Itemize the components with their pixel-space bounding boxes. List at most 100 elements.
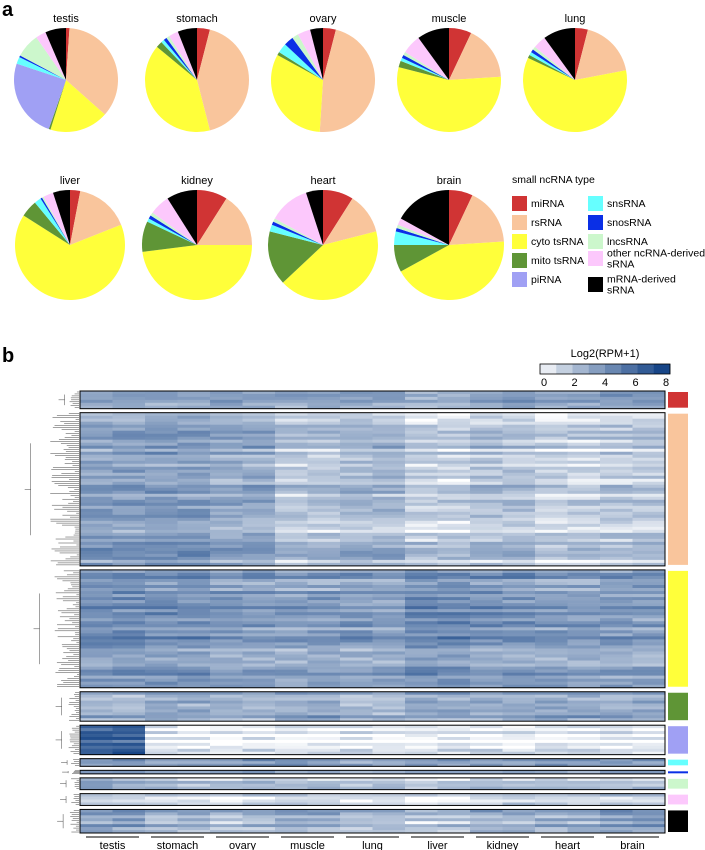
heatmap-cell [502,770,536,775]
heatmap-cell [210,415,243,419]
heatmap-cell [600,663,633,667]
heatmap-cell [567,783,601,787]
heatmap-cell [242,575,276,580]
heatmap-cell [340,532,373,537]
heatmap-cell [275,532,308,537]
heatmap-cell [632,600,666,604]
heatmap-cell [567,739,601,744]
heatmap-cell [405,427,438,431]
heatmap-cell [405,600,438,604]
heatmap-cell [632,830,666,834]
heatmap-cell [340,639,373,643]
pie-slice-other-ncRNA-derived-sRNA [36,32,66,80]
heatmap-cell [437,454,471,459]
heatmap-cell [567,535,601,540]
heatmap-cell [145,818,178,822]
heatmap-cell [535,508,568,513]
heatmap-cell [567,691,601,695]
heatmap-cell [112,770,146,775]
heatmap-cell [535,639,568,643]
heatmap-cell [372,559,406,564]
heatmap-cell [80,597,113,601]
heatmap-cell [437,550,471,555]
heatmap-cell [502,478,536,483]
heatmap-cell [80,624,113,628]
heatmap-cell [112,499,146,504]
heatmap-cell [145,684,178,689]
heatmap-cell [112,709,146,713]
heatmap-cell [80,678,113,682]
heatmap-cell [275,715,308,719]
heatmap-cell [405,487,438,492]
heatmap-cell [470,663,503,667]
heatmap-cell [600,648,633,652]
pie-slice-cyto-tsRNA [400,241,504,301]
heatmap-cell [177,526,211,531]
heatmap-cell [470,460,503,465]
heatmap-cell [80,469,113,474]
heatmap-cell [405,770,438,775]
heatmap-cell [567,818,601,822]
heatmap-cell [535,618,568,622]
heatmap-cell [470,606,503,610]
heatmap-cell [145,824,178,828]
heatmap-cell [242,786,276,790]
heatmap-cell [600,439,633,444]
heatmap-cell [275,770,308,775]
heatmap-cell [307,648,341,652]
heatmap-cell [600,451,633,456]
heatmap-cell [535,615,568,619]
legend-item: cyto tsRNA [512,234,584,249]
heatmap-cell [177,529,211,534]
legend-label: mito tsRNA [531,255,584,267]
legend-label: lncsRNA [607,236,648,248]
heatmap-cell [177,739,211,744]
heatmap-cell [145,487,178,492]
heatmap-cell [112,786,146,790]
heatmap-cell [535,532,568,537]
heatmap-cell [145,783,178,787]
heatmap-cell [535,541,568,546]
heatmap-cell [307,651,341,655]
heatmap-cell [177,433,211,438]
heatmap-cell [210,575,243,580]
heatmap-cell [437,436,471,441]
heatmap-cell [307,763,341,767]
column-label: muscle [290,840,325,850]
heatmap-cell [470,681,503,686]
heatmap-cell [80,706,113,710]
heatmap-cell [535,821,568,825]
heatmap-cell [600,511,633,516]
heatmap-cell [372,739,406,744]
heatmap-cell [437,678,471,682]
heatmap-cell [632,591,666,595]
heatmap-cell [437,541,471,546]
heatmap-cell [437,457,471,462]
heatmap-cell [632,493,666,498]
heatmap-cell [177,451,211,456]
pie-slice-mRNA-derived-sRNA [177,28,197,80]
heatmap-cell [80,523,113,528]
heatmap-cell [340,472,373,477]
heatmap-cell [437,684,471,689]
heatmap-cell [470,472,503,477]
heatmap-cell [340,508,373,513]
heatmap-cell [502,725,536,729]
heatmap-cell [145,761,178,765]
heatmap-cell [80,514,113,519]
heatmap-cell [372,700,406,704]
heatmap-cell [145,642,178,646]
heatmap-cell [80,815,113,819]
heatmap-cell [405,529,438,534]
heatmap-cell [80,734,113,738]
heatmap-cell [632,433,666,438]
row-annotation-bar [668,413,688,565]
heatmap-cell [535,706,568,710]
heatmap-cell [275,748,308,753]
heatmap-cell [470,466,503,471]
pie-slice-cyto-tsRNA [270,54,323,132]
heatmap-cell [210,712,243,716]
heatmap-cell [600,575,633,580]
heatmap-cell [632,588,666,592]
heatmap-cell [112,697,146,701]
